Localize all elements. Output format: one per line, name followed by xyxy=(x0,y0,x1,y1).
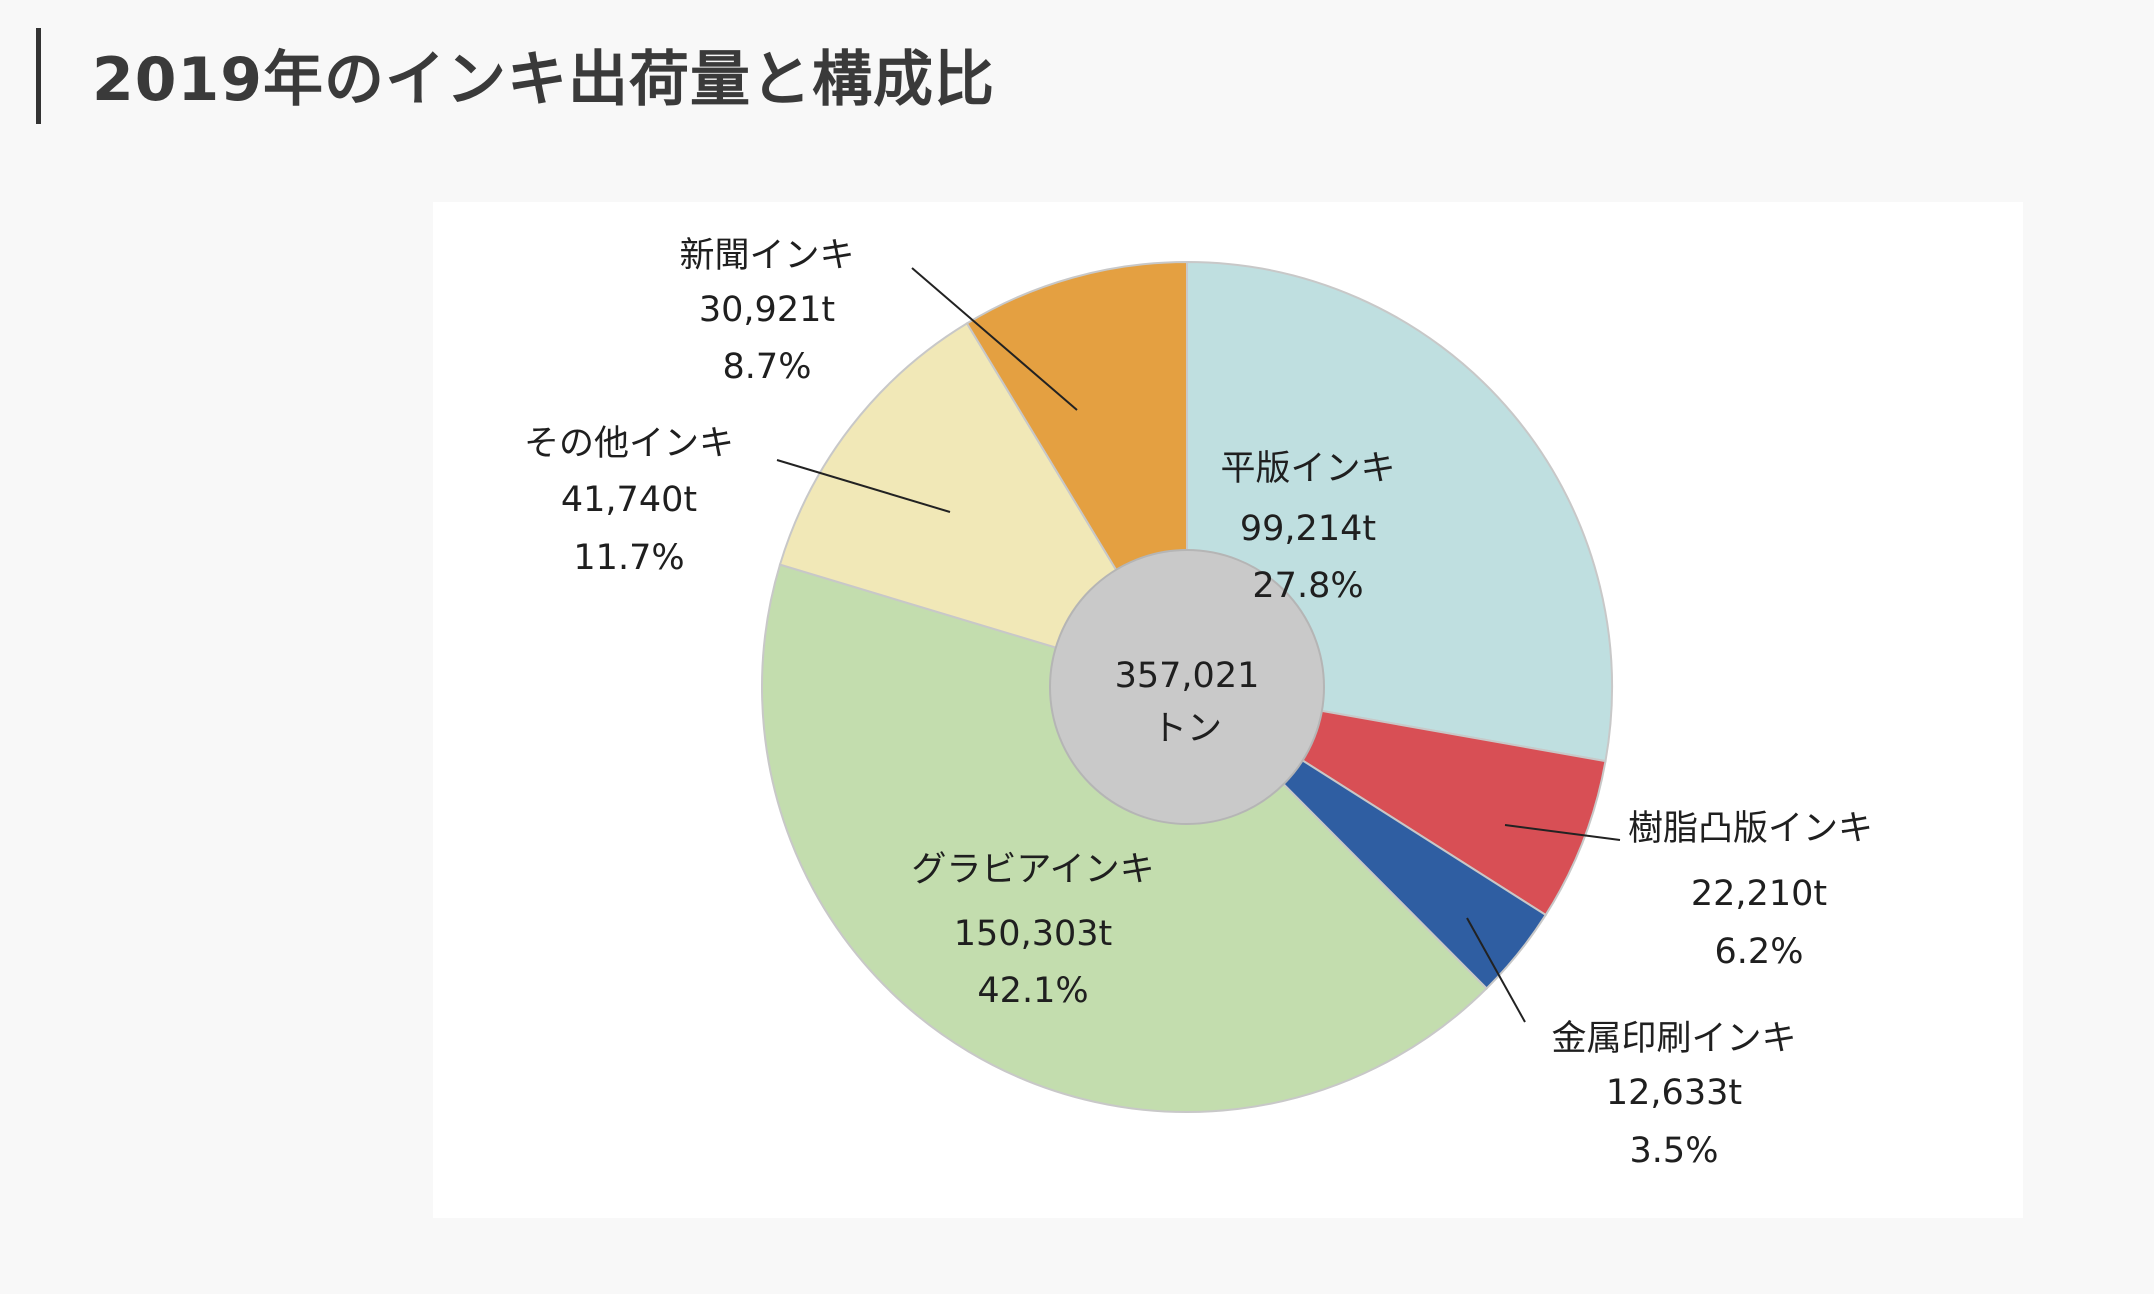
slice-name-label: その他インキ xyxy=(524,424,734,464)
slice-value-label: 12,633t xyxy=(1606,1073,1742,1113)
center-total-value: 357,021 xyxy=(1115,656,1260,696)
slice-name-label: 平版インキ xyxy=(1220,449,1395,489)
slice-value-label: 30,921t xyxy=(699,290,835,330)
slice-name-label: 樹脂凸版インキ xyxy=(1628,809,1873,849)
slice-percent-label: 8.7% xyxy=(723,347,812,387)
slice-value-label: 99,214t xyxy=(1240,509,1376,549)
slice-value-label: 41,740t xyxy=(561,480,697,520)
slice-name-label: 新聞インキ xyxy=(679,236,854,276)
slice-name-label: グラビアインキ xyxy=(911,850,1154,890)
slice-percent-label: 27.8% xyxy=(1252,566,1363,606)
slice-percent-label: 6.2% xyxy=(1715,932,1804,972)
slice-percent-label: 3.5% xyxy=(1630,1131,1719,1171)
slice-percent-label: 11.7% xyxy=(573,538,684,578)
slice-value-label: 22,210t xyxy=(1691,874,1827,914)
slice-percent-label: 42.1% xyxy=(977,971,1088,1011)
slice-name-label: 金属印刷インキ xyxy=(1551,1019,1796,1059)
slice-value-label: 150,303t xyxy=(954,914,1112,954)
center-total-unit: トン xyxy=(1152,709,1222,749)
